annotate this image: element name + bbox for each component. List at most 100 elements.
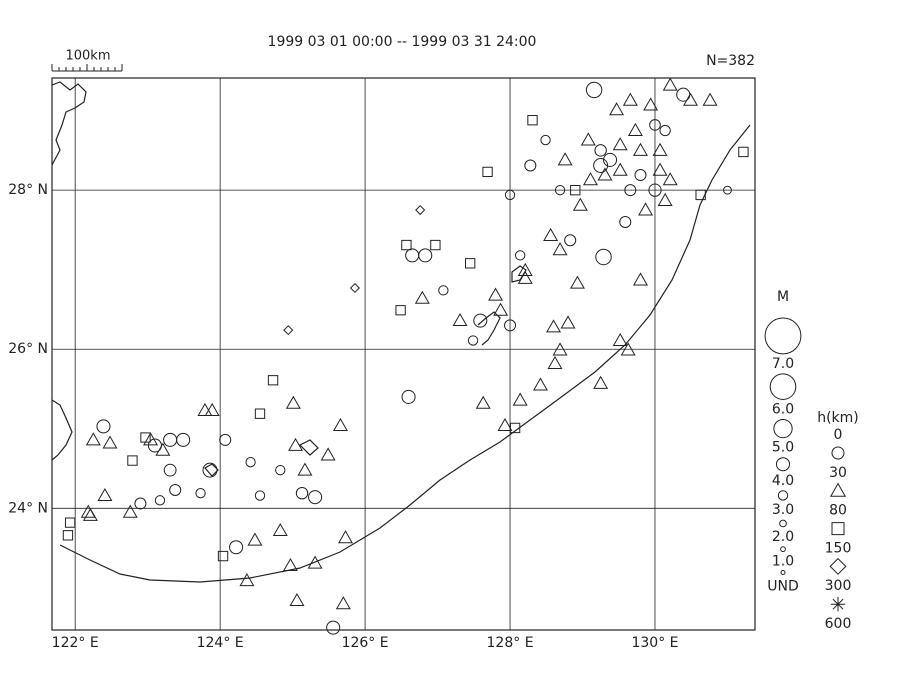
epicenter <box>594 144 607 157</box>
magnitude-legend-label: 5.0 <box>772 440 794 456</box>
epicenter <box>546 319 562 333</box>
epicenter <box>338 530 354 544</box>
epicenter <box>418 248 433 263</box>
epicenter <box>254 408 266 419</box>
epicenter <box>122 504 138 518</box>
epicenter <box>620 342 636 356</box>
magnitude-legend-label: 7.0 <box>772 356 794 372</box>
epicenter <box>532 377 548 391</box>
y-tick-label: 28° N <box>8 182 48 198</box>
epicenter <box>695 189 706 201</box>
magnitude-legend-symbol <box>779 519 787 528</box>
epicenter <box>552 342 568 356</box>
epicenter <box>662 77 678 91</box>
epicenter <box>622 92 638 106</box>
epicenter <box>524 159 537 172</box>
x-tick-label: 122° E <box>52 635 99 651</box>
epicenter <box>127 455 138 466</box>
epicenter <box>289 592 305 607</box>
epicenter <box>557 152 573 166</box>
depth-legend-symbol <box>829 482 847 497</box>
epicenter <box>543 227 559 241</box>
epicenter <box>85 432 101 446</box>
epicenter <box>569 275 585 289</box>
epicenter <box>633 272 648 286</box>
epicenter <box>430 239 441 251</box>
epicenter <box>308 490 323 505</box>
epicenter <box>102 435 118 449</box>
epicenter <box>401 389 416 404</box>
magnitude-legend-label: 1.0 <box>772 554 794 570</box>
magnitude-legend-symbol <box>764 317 802 355</box>
depth-legend-label: 30 <box>829 465 847 481</box>
epicenter <box>326 620 341 635</box>
x-tick-label: 126° E <box>342 635 389 651</box>
epicenter <box>245 457 256 468</box>
magnitude-legend-symbol <box>773 418 793 439</box>
epicenter <box>140 432 151 443</box>
epicenter <box>612 137 628 151</box>
epicenter <box>488 287 504 301</box>
epicenter <box>652 142 668 156</box>
epicenter <box>633 142 648 156</box>
epicenter <box>176 432 191 447</box>
epicenter <box>438 285 449 296</box>
x-tick-label: 124° E <box>197 635 244 651</box>
epicenter <box>154 495 166 506</box>
epicenter <box>275 464 286 476</box>
epicenter <box>163 463 177 477</box>
epicenter <box>96 419 111 434</box>
epicenter <box>572 197 588 211</box>
epicenter <box>649 119 661 131</box>
epicenter <box>414 290 430 304</box>
epicenter <box>603 152 618 167</box>
magnitude-legend-label: 2.0 <box>772 529 794 545</box>
magnitude-legend-label: 3.0 <box>772 502 794 518</box>
epicenter <box>723 185 732 195</box>
magnitude-legend-title: M <box>777 289 789 305</box>
epicenter <box>62 530 74 541</box>
depth-legend-label: 600 <box>825 616 852 632</box>
epicenter <box>134 497 147 510</box>
epicenter <box>497 417 513 432</box>
epicenter <box>515 250 526 261</box>
epicenter <box>169 483 182 497</box>
epicenter <box>64 517 76 528</box>
epicenter <box>527 114 538 126</box>
epicenter <box>738 146 749 158</box>
epicenter <box>204 402 220 416</box>
depth-legend-label: 80 <box>829 503 847 519</box>
epicenter <box>683 92 698 106</box>
epicenter <box>401 239 412 251</box>
epicenter <box>335 596 351 610</box>
epicenter <box>295 486 309 500</box>
depth-legend-label: 300 <box>825 578 852 594</box>
epicenter <box>570 184 581 196</box>
depth-legend-label: 0 <box>834 427 843 443</box>
epicenter <box>282 557 298 572</box>
magnitude-legend-symbol <box>769 373 797 400</box>
epicenter <box>493 302 509 316</box>
x-tick-label: 128° E <box>487 635 534 651</box>
scale-bar <box>51 64 123 72</box>
epicenter <box>482 166 493 178</box>
epicenter <box>580 132 596 146</box>
epicenter <box>202 462 218 478</box>
epicenter <box>634 169 647 182</box>
magnitude-legend-symbol <box>780 570 786 576</box>
epicenter <box>564 234 577 247</box>
epicenter <box>643 97 659 111</box>
epicenter <box>349 282 360 294</box>
epicenter <box>554 184 566 196</box>
epicenter <box>415 204 426 216</box>
epicenter <box>288 437 303 451</box>
magnitude-legend-symbol <box>780 546 786 553</box>
epicenter <box>219 433 232 446</box>
scale-label: 100km <box>65 49 110 64</box>
epicenter <box>512 392 528 406</box>
epicenter <box>217 550 229 562</box>
epicenter <box>283 325 294 336</box>
coastlines <box>51 81 751 583</box>
epicenter <box>307 555 323 569</box>
epicenter <box>517 262 533 276</box>
